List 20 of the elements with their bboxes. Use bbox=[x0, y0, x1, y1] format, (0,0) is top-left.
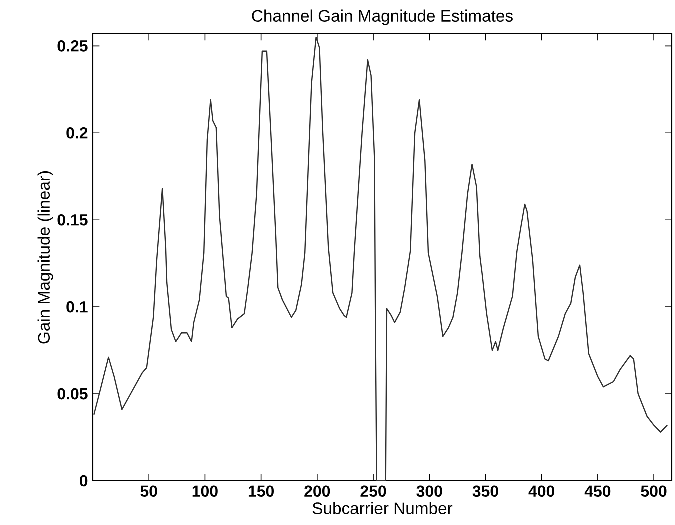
y-tick-label: 0.05 bbox=[58, 388, 88, 400]
y-axis-title: Gain Magnitude (linear) bbox=[38, 171, 54, 344]
line-series bbox=[94, 36, 668, 481]
y-tick-label: 0 bbox=[80, 475, 88, 487]
x-tick-label: 150 bbox=[248, 486, 274, 498]
x-tick-label: 250 bbox=[360, 486, 386, 498]
x-tick-label: 50 bbox=[140, 486, 158, 498]
chart-title: Channel Gain Magnitude Estimates bbox=[252, 10, 513, 26]
y-tick-label: 0.1 bbox=[66, 301, 88, 313]
y-tick-label: 0.2 bbox=[66, 127, 88, 139]
x-axis-title: Subcarrier Number bbox=[312, 502, 453, 514]
y-tick-label: 0.15 bbox=[58, 214, 88, 226]
x-tick-label: 400 bbox=[528, 486, 555, 498]
x-tick-label: 100 bbox=[192, 486, 218, 498]
x-tick-label: 200 bbox=[304, 486, 330, 498]
x-tick-label: 450 bbox=[584, 486, 611, 498]
y-tick-label: 0.25 bbox=[58, 40, 88, 52]
x-tick-label: 350 bbox=[472, 486, 498, 498]
x-tick-label: 500 bbox=[641, 486, 667, 498]
x-tick-label: 300 bbox=[416, 486, 442, 498]
